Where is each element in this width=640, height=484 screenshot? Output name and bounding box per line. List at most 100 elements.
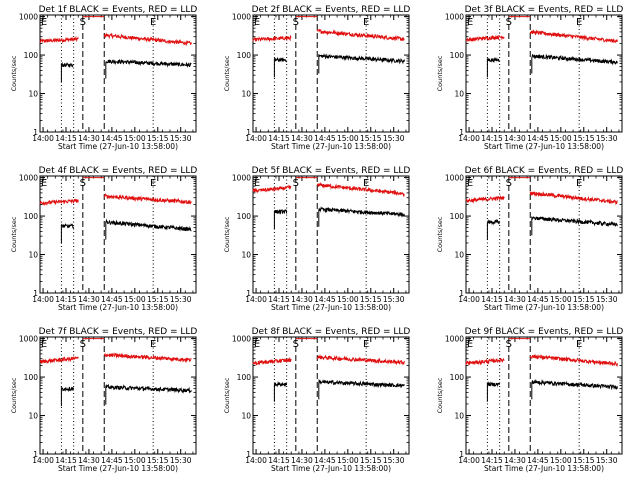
x-tick-label: 14:15 bbox=[481, 134, 503, 143]
x-tick-label: 14:30 bbox=[78, 134, 100, 143]
y-tick-label: 100 bbox=[450, 51, 465, 60]
panel-title: Det 9f BLACK = Events, RED = LLD bbox=[465, 327, 624, 337]
x-tick-label: 14:45 bbox=[101, 456, 123, 465]
marker-s: S bbox=[293, 339, 299, 350]
x-tick-label: 14:15 bbox=[268, 456, 290, 465]
y-tick-label: 1000 bbox=[19, 335, 38, 344]
panel-2: Det 2f BLACK = Events, RED = LLD 1 10 100 10… bbox=[223, 5, 410, 151]
plot-frame bbox=[39, 14, 197, 133]
y-tick-label: 10 bbox=[28, 251, 38, 260]
x-tick-label: 14:30 bbox=[504, 134, 526, 143]
x-tick-label: 14:45 bbox=[101, 295, 123, 304]
x-tick-label: 14:00 bbox=[245, 456, 267, 465]
x-tick-label: 15:30 bbox=[596, 134, 618, 143]
y-tick-label: 10 bbox=[28, 412, 38, 421]
series-events-line bbox=[318, 206, 405, 227]
y-axis-label: Counts/sec bbox=[10, 55, 18, 91]
series-events-line bbox=[60, 223, 75, 244]
x-tick-label: 14:15 bbox=[55, 134, 77, 143]
series-events-line bbox=[273, 380, 288, 402]
marker-e: E bbox=[254, 339, 260, 350]
x-tick-label: 14:15 bbox=[268, 295, 290, 304]
panel-title: Det 1f BLACK = Events, RED = LLD bbox=[39, 5, 198, 15]
series-events-line bbox=[105, 218, 192, 240]
marker-e: E bbox=[467, 178, 473, 189]
x-tick-label: 14:15 bbox=[268, 134, 290, 143]
x-tick-label: 14:15 bbox=[55, 295, 77, 304]
y-tick-label: 1000 bbox=[445, 335, 464, 344]
series-lld-line bbox=[529, 191, 618, 206]
x-tick-label: 14:00 bbox=[32, 295, 54, 304]
x-tick-label: 15:00 bbox=[124, 134, 146, 143]
series-events-line bbox=[60, 61, 74, 83]
panel-title: Det 7f BLACK = Events, RED = LLD bbox=[39, 327, 198, 337]
panel-8: Det 8f BLACK = Events, RED = LLD 1 10 100 10… bbox=[223, 327, 410, 473]
series-lld-line bbox=[316, 354, 405, 366]
y-axis-label: Counts/sec bbox=[436, 216, 444, 252]
marker-e: E bbox=[41, 17, 47, 28]
x-axis-label: Start Time (27-Jun-10 13:58:00) bbox=[271, 142, 391, 151]
y-tick-label: 1 bbox=[459, 450, 464, 459]
marker-s: S bbox=[80, 17, 86, 28]
series-lld-line bbox=[252, 356, 292, 366]
x-tick-label: 15:15 bbox=[573, 456, 595, 465]
series-lld-line bbox=[465, 195, 505, 204]
panel-6: Det 6f BLACK = Events, RED = LLD 1 10 100 10… bbox=[436, 166, 623, 312]
x-tick-label: 15:30 bbox=[596, 456, 618, 465]
y-tick-label: 100 bbox=[24, 373, 39, 382]
x-tick-label: 14:00 bbox=[458, 295, 480, 304]
x-tick-label: 15:00 bbox=[550, 295, 572, 304]
marker-e: E bbox=[41, 178, 47, 189]
series-lld-line bbox=[529, 29, 618, 44]
x-tick-label: 14:30 bbox=[78, 456, 100, 465]
x-tick-label: 14:30 bbox=[504, 295, 526, 304]
y-tick-label: 10 bbox=[241, 412, 251, 421]
panel-title: Det 6f BLACK = Events, RED = LLD bbox=[465, 166, 624, 176]
y-tick-label: 100 bbox=[24, 212, 39, 221]
x-axis-label: Start Time (27-Jun-10 13:58:00) bbox=[271, 303, 391, 312]
series-lld-line bbox=[252, 34, 292, 43]
panel-title: Det 2f BLACK = Events, RED = LLD bbox=[252, 5, 411, 15]
series-events-line bbox=[486, 218, 500, 240]
panel-9: Det 9f BLACK = Events, RED = LLD 1 10 100 10… bbox=[436, 327, 623, 473]
plot-frame bbox=[252, 14, 410, 133]
x-tick-label: 15:30 bbox=[170, 134, 192, 143]
y-tick-label: 100 bbox=[24, 51, 39, 60]
series-lld-line bbox=[465, 34, 505, 43]
series-events-line bbox=[531, 216, 618, 236]
y-tick-label: 1 bbox=[246, 128, 251, 137]
plot-frame bbox=[252, 336, 410, 455]
y-axis-label: Counts/sec bbox=[436, 377, 444, 413]
y-tick-label: 10 bbox=[454, 90, 464, 99]
y-tick-label: 1000 bbox=[232, 335, 251, 344]
marker-e: E bbox=[41, 339, 47, 350]
marker-s: S bbox=[506, 339, 512, 350]
panel-1: Det 1f BLACK = Events, RED = LLD 1 10 100 10… bbox=[10, 5, 197, 151]
y-tick-label: 10 bbox=[241, 251, 251, 260]
marker-e: E bbox=[254, 178, 260, 189]
x-axis-label: Start Time (27-Jun-10 13:58:00) bbox=[58, 303, 178, 312]
y-tick-label: 100 bbox=[237, 51, 252, 60]
y-tick-label: 1 bbox=[459, 128, 464, 137]
x-tick-label: 15:00 bbox=[124, 295, 146, 304]
x-axis-label: Start Time (27-Jun-10 13:58:00) bbox=[271, 464, 391, 473]
marker-s: S bbox=[293, 17, 299, 28]
marker-s: S bbox=[506, 17, 512, 28]
plot-frame bbox=[39, 175, 197, 294]
series-events-line bbox=[273, 209, 288, 230]
marker-e: E bbox=[576, 178, 582, 189]
marker-s: S bbox=[80, 178, 86, 189]
x-tick-label: 15:30 bbox=[383, 134, 405, 143]
x-tick-label: 15:00 bbox=[124, 456, 146, 465]
y-tick-label: 10 bbox=[241, 90, 251, 99]
x-tick-label: 15:15 bbox=[360, 295, 382, 304]
marker-s: S bbox=[506, 178, 512, 189]
x-tick-label: 15:15 bbox=[147, 295, 169, 304]
y-tick-label: 10 bbox=[454, 251, 464, 260]
series-events-line bbox=[318, 53, 405, 74]
y-axis-label: Counts/sec bbox=[223, 216, 231, 252]
x-axis-label: Start Time (27-Jun-10 13:58:00) bbox=[484, 464, 604, 473]
panel-7: Det 7f BLACK = Events, RED = LLD 1 10 100 10… bbox=[10, 327, 197, 473]
